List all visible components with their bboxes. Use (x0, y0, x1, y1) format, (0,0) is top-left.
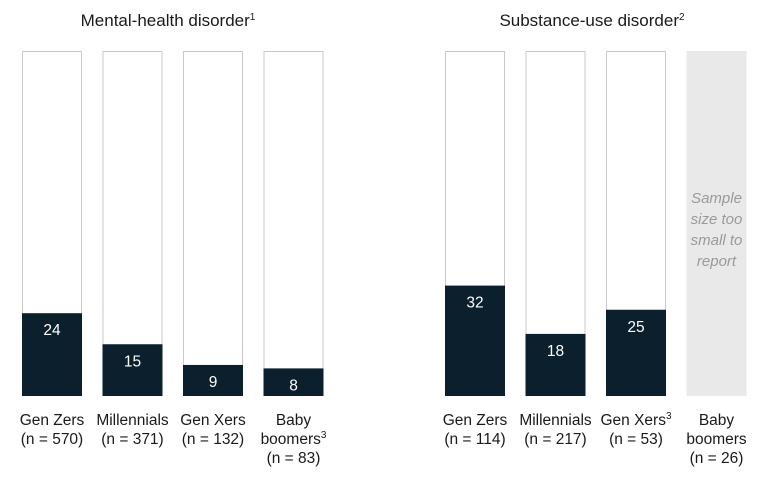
bar-track (263, 51, 324, 396)
data-label: 18 (547, 343, 564, 360)
data-label: 24 (43, 322, 61, 339)
tick-label: Baby (276, 412, 312, 429)
tick-label: (n = 217) (524, 431, 586, 448)
tick-label: Gen Zers (20, 412, 85, 429)
not-reported-note: report (697, 253, 737, 270)
tick-label: (n = 570) (21, 431, 83, 448)
not-reported-note: Sample (691, 190, 742, 207)
data-label: 32 (466, 295, 483, 312)
tick-label: Gen Zers (443, 412, 508, 429)
not-reported-note: small to (691, 232, 743, 249)
bar (22, 313, 82, 396)
bar (606, 309, 666, 396)
data-label: 25 (627, 319, 644, 336)
tick-label: boomers (686, 431, 747, 448)
data-label: 15 (124, 353, 141, 370)
chart-title: Mental-health disorder1 (81, 11, 256, 30)
tick-label: (n = 132) (182, 431, 244, 448)
chart-title: Substance-use disorder2 (499, 11, 685, 30)
tick-label: (n = 371) (101, 431, 163, 448)
tick-label: (n = 26) (690, 450, 744, 467)
tick-label: (n = 53) (609, 431, 663, 448)
bar (445, 285, 505, 396)
bar (263, 368, 324, 396)
bar (183, 364, 243, 396)
bar-track (183, 51, 243, 396)
bar (102, 344, 163, 396)
bar (525, 333, 586, 396)
tick-label: Millennials (96, 412, 169, 429)
data-label: 8 (289, 377, 298, 394)
tick-label: Baby (699, 412, 735, 429)
tick-label: boomers3 (261, 430, 327, 448)
tick-label: Millennials (519, 412, 592, 429)
bar-track (102, 51, 163, 396)
tick-label: (n = 83) (267, 450, 321, 467)
tick-label: Gen Xers (180, 412, 246, 429)
tick-label: Gen Xers3 (600, 411, 671, 429)
tick-label: (n = 114) (444, 431, 505, 448)
data-label: 9 (209, 374, 218, 391)
not-reported-note: size too (691, 211, 743, 228)
unreported-bar (686, 51, 747, 396)
